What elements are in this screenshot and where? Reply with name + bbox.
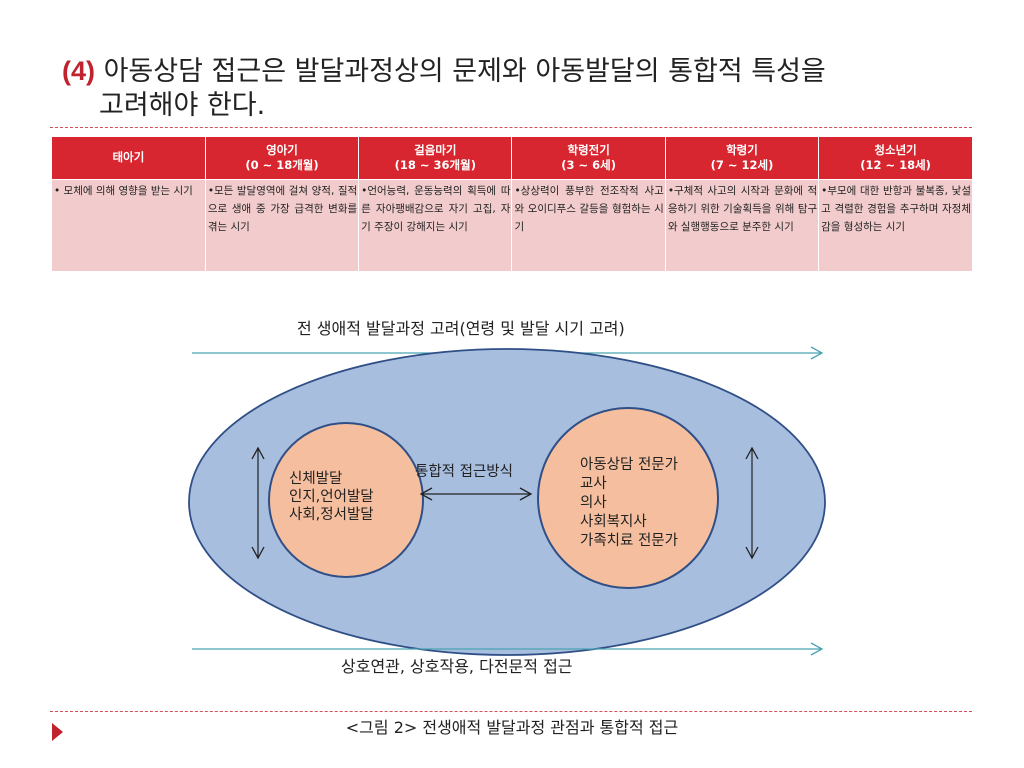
left-item-social: 사회,정서발달 — [289, 507, 374, 523]
cell-school-age: •구체적 사고의 시작과 문화에 적응하기 위한 기술획득을 위해 탐구와 실행… — [664, 178, 819, 271]
right-item-social-worker: 사회복지사 — [580, 514, 647, 530]
cell-infancy: •모든 발달영역에 걸쳐 양적, 질적으로 생애 중 가장 급격한 변화를 겪는… — [204, 178, 359, 271]
bottom-arrow-label: 상호연관, 상호작용, 다전문적 접근 — [341, 657, 573, 676]
header-school-age: 학령기 (7 ~ 12세) — [664, 137, 819, 179]
table-row: • 모체에 의해 영향을 받는 시기 •모든 발달영역에 걸쳐 양적, 질적으로… — [52, 178, 972, 271]
right-item-family-therapist: 가족치료 전문가 — [580, 533, 678, 549]
title-number: (4) — [62, 56, 95, 86]
title-line-1: 아동상담 접근은 발달과정상의 문제와 아동발달의 통합적 특성을 — [95, 56, 826, 87]
development-stage-table: 태아기 영아기 (0 ~ 18개월) 걸음마기 (18 ~ 36개월) 학령전기 (3… — [52, 137, 972, 271]
center-arrow-label: 통합적 접근방식 — [415, 464, 513, 480]
bottom-divider — [50, 711, 972, 712]
header-prenatal: 태아기 — [52, 137, 206, 179]
right-item-doctor: 의사 — [580, 495, 607, 511]
right-item-counselor: 아동상담 전문가 — [580, 457, 678, 473]
figure-caption: <그림 2> 전생애적 발달과정 관점과 통합적 접근 — [345, 718, 679, 737]
slide-title: (4) 아동상담 접근은 발달과정상의 문제와 아동발달의 통합적 특성을 고려… — [62, 54, 962, 123]
cell-toddler: •언어능력, 운동능력의 획득에 따른 자아팽배감으로 자기 고집, 자기 주장… — [358, 178, 512, 271]
header-preschool: 학령전기 (3 ~ 6세) — [511, 137, 666, 179]
top-divider — [50, 127, 972, 128]
header-infancy: 영아기 (0 ~ 18개월) — [204, 137, 359, 179]
left-circle-list: 신체발달 인지,언어발달 사회,정서발달 — [289, 470, 399, 524]
left-item-physical: 신체발달 — [289, 471, 343, 487]
table-header-row: 태아기 영아기 (0 ~ 18개월) 걸음마기 (18 ~ 36개월) 학령전기 (3… — [52, 137, 972, 179]
cell-preschool: •상상력이 풍부한 전조작적 사고와 오이디푸스 갈등을 형험하는 시기 — [511, 178, 666, 271]
top-arrow-label: 전 생애적 발달과정 고려(연령 및 발달 시기 고려) — [297, 319, 625, 338]
right-circle-list: 아동상담 전문가 교사 의사 사회복지사 가족치료 전문가 — [580, 456, 730, 551]
header-adolescence: 청소년기 (12 ~ 18세) — [818, 137, 972, 179]
cell-prenatal: • 모체에 의해 영향을 받는 시기 — [52, 178, 206, 271]
cell-adolescence: •부모에 대한 반항과 불복종, 낯설고 격렬한 경험을 추구하며 자정체감을 … — [818, 178, 972, 271]
slide-marker-icon — [52, 723, 63, 741]
left-item-cognitive: 인지,언어발달 — [289, 489, 374, 505]
title-line-2: 고려해야 한다. — [99, 90, 266, 121]
header-toddler: 걸음마기 (18 ~ 36개월) — [358, 137, 512, 179]
right-item-teacher: 교사 — [580, 476, 607, 492]
